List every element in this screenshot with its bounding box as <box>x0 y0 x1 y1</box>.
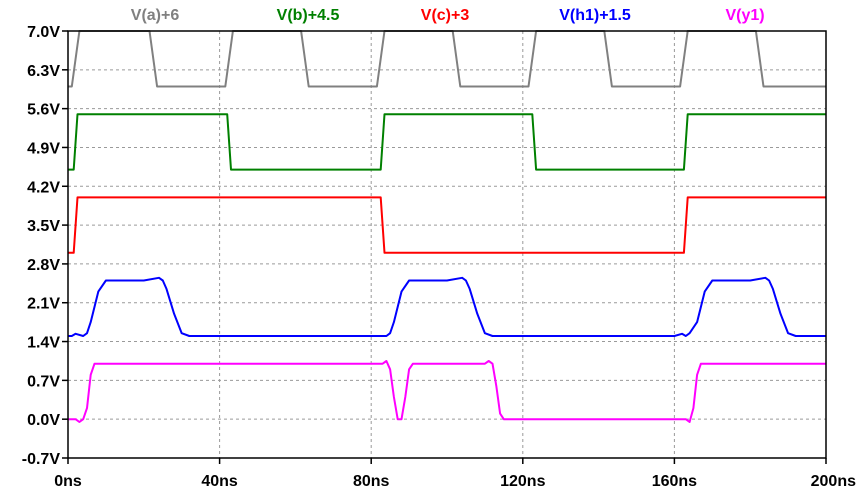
trace-line <box>68 276 826 337</box>
y-tick-label: 6.3V <box>27 63 60 80</box>
x-tick-label: 0ns <box>54 473 82 490</box>
y-tick-label: 0.7V <box>27 373 60 390</box>
trace-line <box>68 360 826 423</box>
legend-entry[interactable]: V(a)+6 <box>131 7 180 24</box>
y-tick-label: -0.7V <box>22 451 61 468</box>
plot-frame <box>67 30 827 459</box>
x-tick-label: 160ns <box>652 473 697 490</box>
legend-entry[interactable]: V(b)+4.5 <box>277 7 340 24</box>
y-tick-label: 2.8V <box>27 257 60 274</box>
legend-entry[interactable]: V(c)+3 <box>421 7 470 24</box>
x-axis-tick-labels: 0ns 40ns 80ns 120ns 160ns 200ns <box>54 473 856 490</box>
y-tick-label: 1.4V <box>27 335 60 352</box>
y-tick-label: 4.9V <box>27 140 60 157</box>
trace-group <box>68 30 826 423</box>
y-tick-label: 3.5V <box>27 218 60 235</box>
y-tick-label: 5.6V <box>27 102 60 119</box>
trace-line <box>68 113 826 171</box>
x-tick-label: 40ns <box>201 473 238 490</box>
x-tick-label: 80ns <box>353 473 390 490</box>
x-tick-label: 200ns <box>811 473 856 490</box>
trace-line <box>68 196 826 254</box>
trace-legend[interactable]: V(a)+6 V(b)+4.5 V(c)+3 V(h1)+1.5 V(y1) <box>131 7 765 24</box>
trace-line <box>68 30 826 88</box>
tick-marks <box>62 30 827 464</box>
y-tick-label: 7.0V <box>27 24 60 41</box>
y-tick-label: 2.1V <box>27 296 60 313</box>
y-axis-tick-labels: 7.0V 6.3V 5.6V 4.9V 4.2V 3.5V 2.8V 2.1V 1.4V 0.7V… <box>22 24 61 468</box>
x-tick-label: 120ns <box>500 473 545 490</box>
y-tick-label: 4.2V <box>27 179 60 196</box>
legend-entry[interactable]: V(y1) <box>725 7 764 24</box>
legend-entry[interactable]: V(h1)+1.5 <box>559 7 631 24</box>
y-tick-label: 0.0V <box>27 412 60 429</box>
grid-lines <box>68 31 826 458</box>
